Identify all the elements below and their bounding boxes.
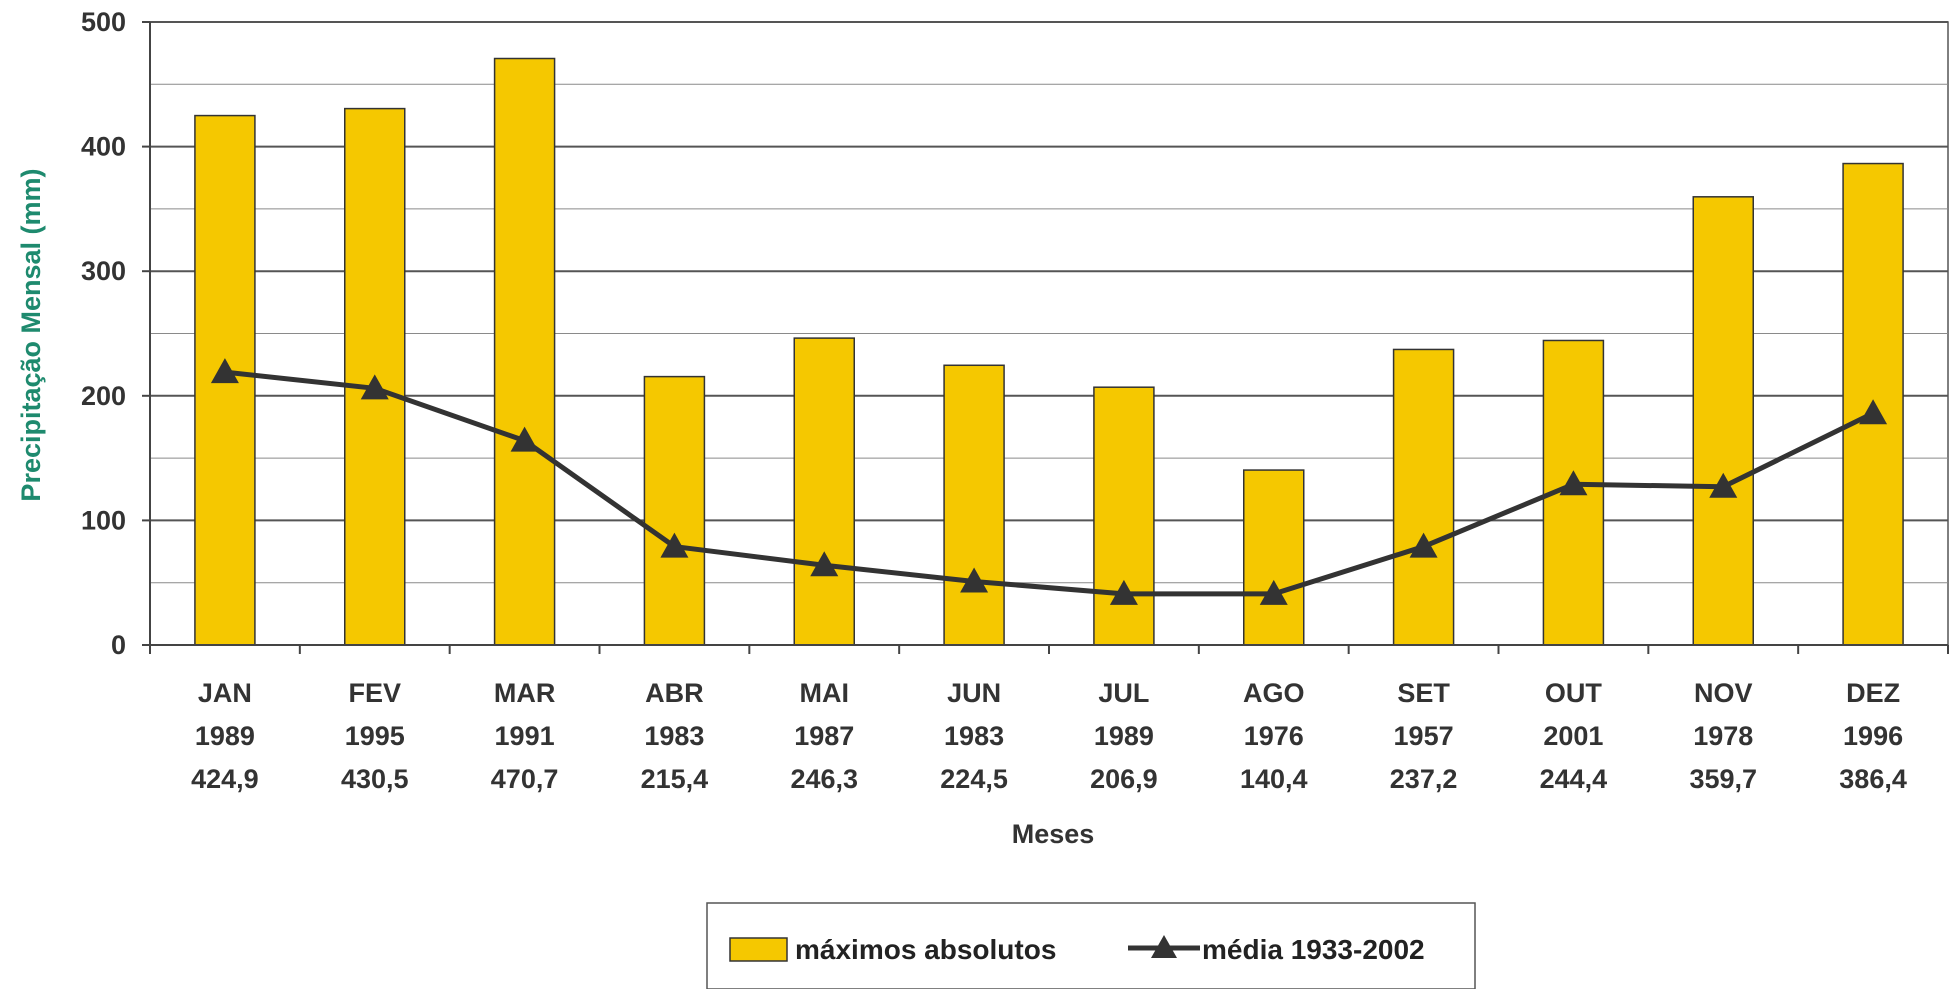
x-axis: JAN 1989 424,9 FEV 1995 430,5 MAR 1991 470,7 ABR 1… [149,644,1949,794]
x-category-month: DEZ [1846,678,1900,708]
y-tick-label: 200 [81,381,126,411]
x-category-month: MAR [494,678,556,708]
x-category-year: 1983 [944,721,1004,751]
x-category-year: 1996 [1843,721,1903,751]
x-category-year: 2001 [1543,721,1603,751]
x-category-year: 1987 [794,721,854,751]
x-category-value: 206,9 [1090,764,1158,794]
line-point [1709,472,1738,498]
x-category-year: 1989 [195,721,255,751]
bar [943,364,1005,646]
x-category-month: AGO [1243,678,1305,708]
x-category-month: JUN [947,678,1001,708]
bar [1692,196,1754,646]
x-category-value: 359,7 [1689,764,1757,794]
x-category-value: 470,7 [491,764,559,794]
gridlines [149,21,1949,646]
x-category-month: JUL [1098,678,1149,708]
legend-label-line: média 1933-2002 [1202,934,1425,965]
bar [1243,469,1305,646]
x-category-month: MAI [800,678,850,708]
x-category-year: 1989 [1094,721,1154,751]
line-point [210,358,239,384]
y-tick-label: 100 [81,505,126,535]
x-category-value: 237,2 [1390,764,1458,794]
line-point [660,532,689,558]
line-point [1859,399,1888,425]
x-category-value: 386,4 [1839,764,1907,794]
y-tick-label: 400 [81,132,126,162]
line-point [810,551,839,577]
x-category-year: 1957 [1394,721,1454,751]
x-category-year: 1978 [1693,721,1753,751]
y-tick-label: 300 [81,256,126,286]
x-category-year: 1991 [495,721,555,751]
line-point [510,426,539,452]
line-point [960,567,989,593]
legend-box [706,902,1476,989]
x-category-month: NOV [1694,678,1753,708]
line-point [1259,579,1288,605]
y-tick-label: 500 [81,7,126,37]
line-point [1409,532,1438,558]
line-point [1109,579,1138,605]
legend: máximos absolutos média 1933-2002 [706,902,1476,989]
x-category-month: OUT [1545,678,1603,708]
x-category-value: 246,3 [790,764,858,794]
x-category-value: 224,5 [940,764,1008,794]
legend-swatch-marker [1151,935,1177,958]
bar [1093,386,1155,646]
x-category-year: 1976 [1244,721,1304,751]
x-category-value: 215,4 [641,764,709,794]
bar [793,337,855,646]
x-category-month: ABR [645,678,704,708]
y-tick-label: 0 [111,630,126,660]
x-category-value: 430,5 [341,764,409,794]
x-category-month: FEV [348,678,401,708]
y-axis-title: Precipitação Mensal (mm) [16,168,46,501]
x-category-year: 1995 [345,721,405,751]
bar [493,57,556,646]
x-category-month: SET [1397,678,1450,708]
bar [643,375,706,646]
line-point [1559,470,1588,496]
x-category-value: 424,9 [191,764,259,794]
average-line [224,369,1875,597]
x-category-year: 1983 [644,721,704,751]
x-category-month: JAN [198,678,252,708]
x-category-value: 140,4 [1240,764,1308,794]
line-series [210,358,1888,605]
line-point [360,374,389,400]
x-axis-title: Meses [1012,819,1095,849]
legend-swatch-bar [729,937,788,962]
y-axis: 0 100 200 300 400 500 [81,7,151,660]
legend-label-bar: máximos absolutos [795,934,1056,965]
x-category-value: 244,4 [1540,764,1608,794]
bar [1392,348,1455,646]
bar-series [194,57,1904,646]
